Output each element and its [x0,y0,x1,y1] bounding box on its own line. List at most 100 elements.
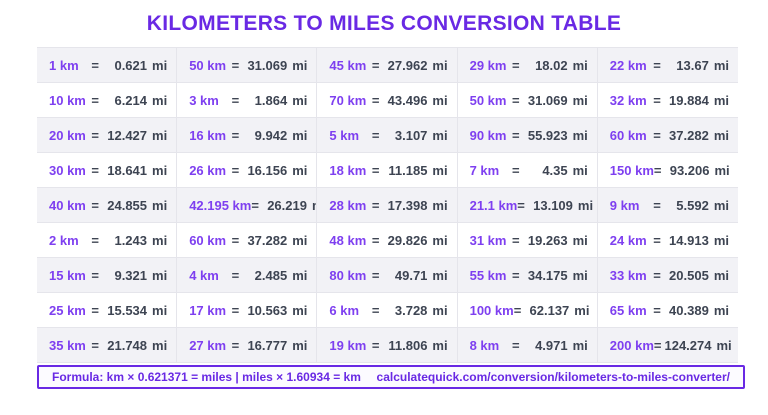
km-value: 18 km [329,162,367,178]
conversion-cell: 26 km = 16.156 mi [177,153,318,187]
mi-group: = 1.864 mi [232,93,308,108]
table-row: 25 km = 15.534 mi 17 km = 10.563 mi 6 km = 3.728 mi… [37,293,738,328]
mi-unit: mi [713,57,729,73]
conversion-cell: 200 km = 124.274 mi [598,328,738,362]
conversion-cell: 8 km = 4.971 mi [458,328,598,362]
km-value: 10 km [49,92,86,108]
conversion-cell: 21.1 km = 13.109 mi [458,188,598,222]
conversion-cell: 29 km = 18.02 mi [458,48,598,82]
equals-sign: = [91,92,100,108]
mi-group: = 26.219 mi [251,198,316,213]
equals-sign: = [512,57,520,73]
mi-unit: mi [716,337,732,353]
mi-unit: mi [432,197,448,213]
km-value: 1 km [49,57,79,73]
equals-sign: = [91,267,100,283]
mi-value: 34.175 [527,267,568,283]
equals-sign: = [653,127,661,143]
page: KILOMETERS TO MILES CONVERSION TABLE 1 k… [0,12,768,389]
mi-value: 17.398 [387,197,428,213]
table-row: 2 km = 1.243 mi 60 km = 37.282 mi 48 km = 29.826 mi… [37,223,738,258]
mi-value: 49.71 [394,267,428,283]
mi-group: = 17.398 mi [372,198,448,213]
conversion-cell: 150 km = 93.206 mi [598,153,738,187]
conversion-cell: 60 km = 37.282 mi [598,118,738,152]
km-value: 31 km [469,232,507,248]
equals-sign: = [512,92,520,108]
equals-sign: = [91,337,100,353]
km-value: 60 km [189,232,227,248]
km-value: 65 km [609,302,647,318]
km-value: 15 km [49,267,86,283]
conversion-cell: 48 km = 29.826 mi [317,223,458,257]
mi-unit: mi [292,162,308,178]
conversion-cell: 45 km = 27.962 mi [317,48,458,82]
mi-unit: mi [432,127,448,143]
km-value: 21.1 km [469,197,518,213]
km-value: 100 km [469,302,514,318]
km-value: 30 km [49,162,86,178]
conversion-cell: 80 km = 49.71 mi [317,258,458,292]
mi-group: = 4.35 mi [512,163,588,178]
mi-value: 93.206 [669,162,710,178]
equals-sign: = [512,127,520,143]
km-value: 50 km [189,57,227,73]
mi-unit: mi [714,162,730,178]
mi-unit: mi [152,57,168,73]
equals-sign: = [371,267,380,283]
equals-sign: = [512,232,520,248]
km-value: 7 km [469,162,500,178]
equals-sign: = [231,92,240,108]
km-value: 200 km [609,337,654,353]
mi-value: 20.505 [669,267,709,283]
mi-unit: mi [152,302,168,318]
mi-value: 15.534 [107,302,148,318]
mi-group: = 5.592 mi [653,198,729,213]
conversion-cell: 16 km = 9.942 mi [177,118,318,152]
equals-sign: = [371,337,380,353]
mi-value: 24.855 [107,197,148,213]
mi-group: = 29.826 mi [372,233,448,248]
mi-unit: mi [572,162,588,178]
mi-unit: mi [572,127,588,143]
equals-sign: = [371,232,380,248]
km-value: 22 km [609,57,647,73]
equals-sign: = [371,92,380,108]
mi-group: = 19.263 mi [512,233,588,248]
mi-value: 5.592 [676,197,709,213]
mi-unit: mi [292,302,308,318]
equals-sign: = [653,337,662,353]
conversion-cell: 2 km = 1.243 mi [37,223,178,257]
mi-unit: mi [152,267,168,283]
mi-value: 3.107 [394,127,428,143]
mi-value: 6.214 [114,92,148,108]
mi-unit: mi [432,232,448,248]
mi-unit: mi [577,197,594,213]
equals-sign: = [91,302,100,318]
mi-unit: mi [572,232,588,248]
conversion-cell: 20 km = 12.427 mi [37,118,178,152]
mi-value: 12.427 [107,127,148,143]
equals-sign: = [512,267,520,283]
conversion-cell: 17 km = 10.563 mi [177,293,318,327]
conversion-cell: 5 km = 3.107 mi [317,118,458,152]
mi-group: = 34.175 mi [512,268,588,283]
table-row: 20 km = 12.427 mi 16 km = 9.942 mi 5 km = 3.107 mi 9… [37,118,738,153]
km-value: 90 km [469,127,507,143]
conversion-cell: 65 km = 40.389 mi [598,293,738,327]
mi-value: 16.777 [247,337,288,353]
mi-group: = 13.109 mi [517,198,593,213]
mi-group: = 20.505 mi [653,268,729,283]
km-value: 3 km [189,92,219,108]
mi-unit: mi [572,57,588,73]
mi-value: 21.748 [107,337,148,353]
km-value: 150 km [609,162,654,178]
mi-group: = 31.069 mi [512,93,588,108]
mi-unit: mi [292,337,308,353]
mi-group: = 11.806 mi [372,338,448,353]
equals-sign: = [513,302,522,318]
mi-group: = 14.913 mi [653,233,729,248]
mi-unit: mi [152,127,168,143]
mi-group: = 3.728 mi [372,303,448,318]
